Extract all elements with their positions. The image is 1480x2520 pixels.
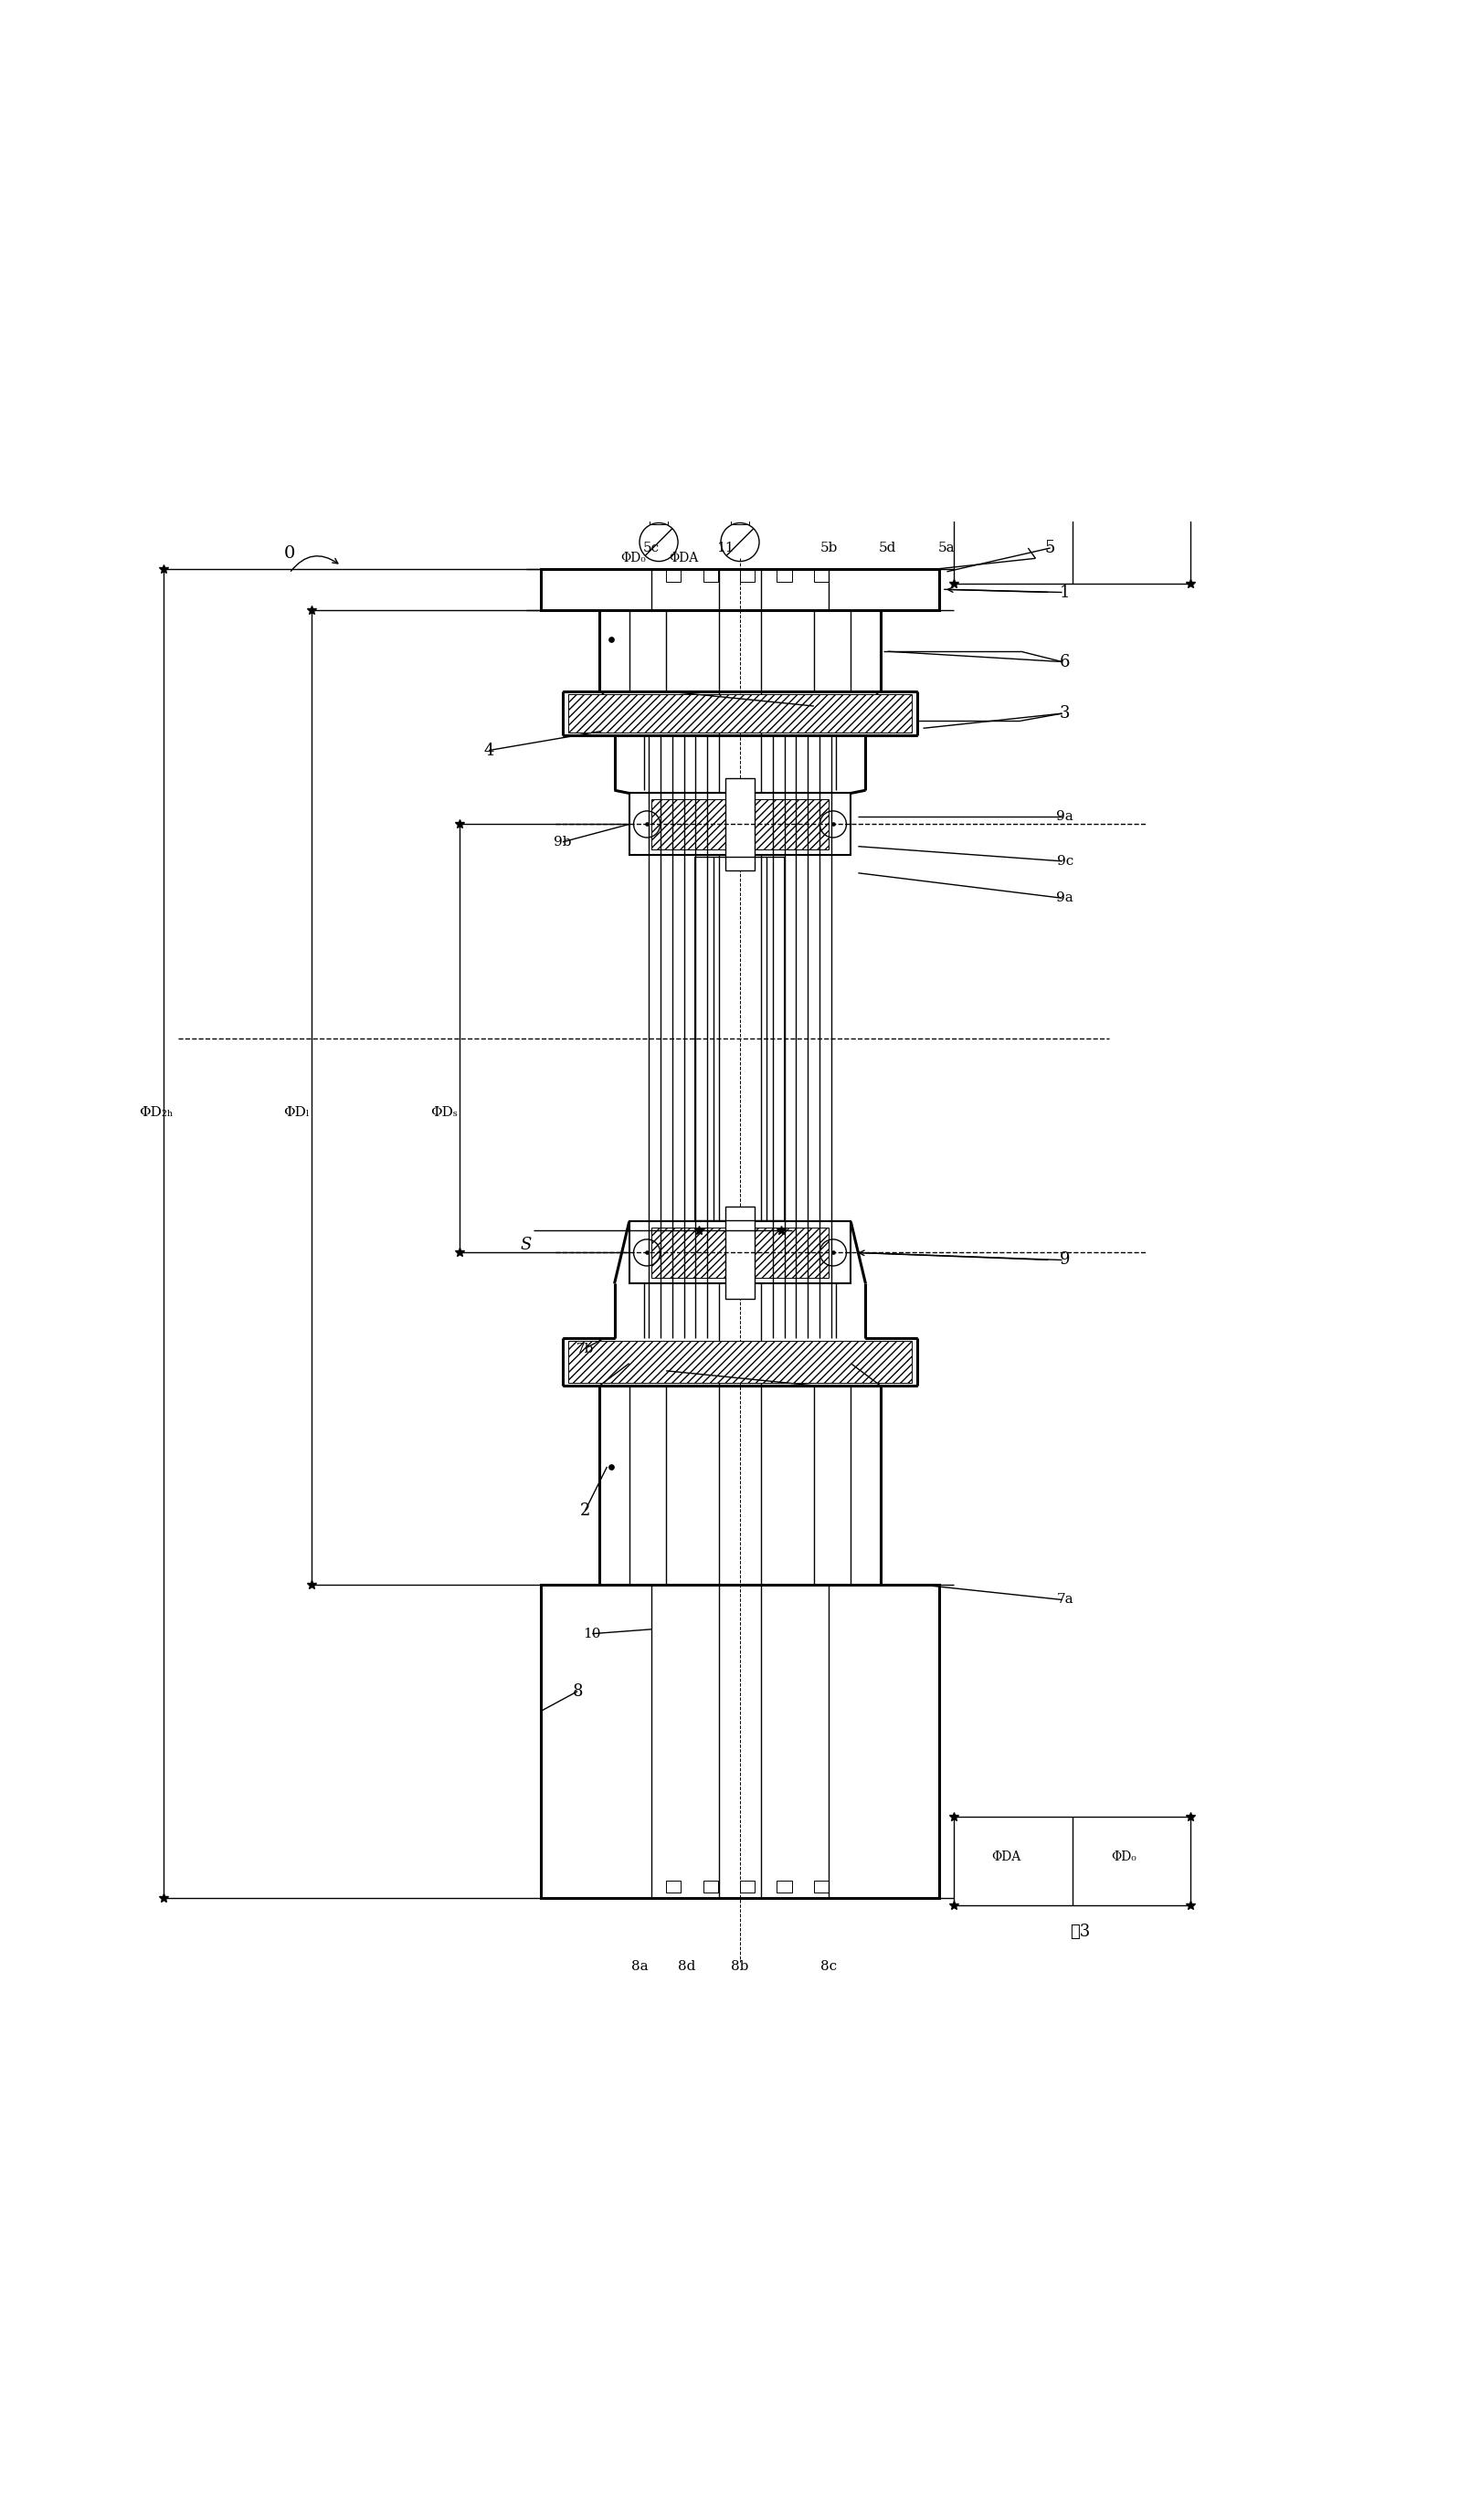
Text: 8b: 8b — [731, 1961, 749, 1973]
Bar — [651, 799, 829, 849]
Text: ΦDₗ: ΦDₗ — [284, 1106, 309, 1119]
Text: ΦD₂ₕ: ΦD₂ₕ — [139, 1106, 173, 1119]
Text: 5d: 5d — [879, 542, 897, 554]
Bar — [568, 693, 912, 733]
Bar — [955, 1817, 1190, 1905]
Text: 7b: 7b — [576, 1343, 593, 1356]
Text: 9c: 9c — [1057, 854, 1073, 867]
Text: 5c: 5c — [644, 542, 660, 554]
Text: ΦDA: ΦDA — [669, 552, 699, 564]
Text: 6: 6 — [1060, 653, 1070, 670]
Text: 1: 1 — [1060, 585, 1070, 600]
Text: 10: 10 — [583, 1628, 601, 1641]
Text: 8a: 8a — [630, 1961, 648, 1973]
Bar — [814, 1880, 829, 1893]
Text: 4: 4 — [484, 743, 494, 759]
Text: 5: 5 — [1045, 539, 1055, 557]
Text: 图3: 图3 — [1070, 1923, 1089, 1940]
Text: 7a: 7a — [1057, 1593, 1073, 1605]
Text: ΦD₀: ΦD₀ — [622, 552, 647, 564]
Bar — [725, 779, 755, 869]
Bar — [568, 1341, 912, 1383]
Text: 9b: 9b — [554, 837, 571, 849]
Text: ΦDₛ: ΦDₛ — [431, 1106, 459, 1119]
Bar — [666, 570, 681, 582]
Bar — [629, 794, 851, 854]
Bar — [731, 509, 749, 524]
Bar — [955, 509, 1190, 585]
Text: 8: 8 — [573, 1683, 583, 1698]
Text: 11: 11 — [716, 542, 734, 554]
Text: 9a: 9a — [1057, 892, 1073, 905]
Text: ΦDA: ΦDA — [992, 1850, 1021, 1862]
Bar — [629, 1222, 851, 1283]
Text: ΦD₀: ΦD₀ — [1111, 1850, 1137, 1862]
Text: S: S — [519, 1237, 531, 1252]
Text: 9: 9 — [1060, 1252, 1070, 1268]
Bar — [777, 1880, 792, 1893]
Bar — [703, 570, 718, 582]
Text: 8c: 8c — [820, 1961, 836, 1973]
Text: 2: 2 — [580, 1502, 591, 1520]
Bar — [814, 570, 829, 582]
Bar — [740, 1880, 755, 1893]
Text: 3: 3 — [1060, 706, 1070, 721]
Bar — [703, 1880, 718, 1893]
Bar — [777, 570, 792, 582]
Text: 5a: 5a — [938, 542, 956, 554]
Bar — [540, 1585, 940, 1898]
Bar — [740, 570, 755, 582]
Bar — [666, 1880, 681, 1893]
Bar — [540, 570, 940, 610]
Bar — [650, 509, 667, 524]
Bar — [725, 1207, 755, 1298]
Bar — [651, 1227, 829, 1278]
Text: 5b: 5b — [820, 542, 838, 554]
Text: 9a: 9a — [1057, 811, 1073, 824]
Text: 8d: 8d — [678, 1961, 696, 1973]
Text: 0: 0 — [284, 547, 295, 562]
